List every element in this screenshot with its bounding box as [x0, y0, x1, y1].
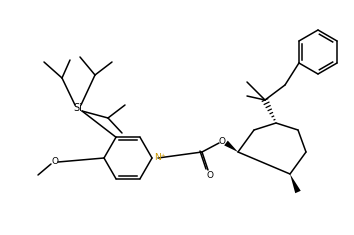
Text: O: O	[218, 137, 225, 146]
Text: O: O	[51, 157, 58, 167]
Text: N⁺: N⁺	[154, 153, 166, 162]
Polygon shape	[224, 141, 238, 152]
Polygon shape	[290, 174, 301, 193]
Text: Si: Si	[74, 103, 82, 113]
Text: O: O	[206, 172, 213, 180]
